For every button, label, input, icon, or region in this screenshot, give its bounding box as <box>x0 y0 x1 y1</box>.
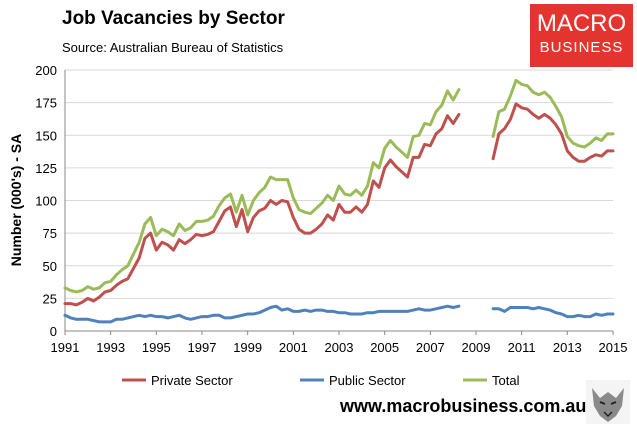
y-tick-label: 175 <box>35 96 57 111</box>
series-line-total-segment-1 <box>63 88 461 294</box>
x-tick-label: 2001 <box>279 340 308 355</box>
y-axis-label: Number (000's) - SA <box>8 134 24 266</box>
legend-item-public-sector: Public Sector <box>300 373 406 388</box>
x-axis-ticks: 1991 1993 1995 1997 1999 2001 2003 2005 2007 2009… <box>51 331 628 355</box>
y-tick-label: 150 <box>35 128 57 143</box>
x-tick-label: 2009 <box>462 340 491 355</box>
legend-label: Private Sector <box>151 373 233 388</box>
x-tick-label: 1999 <box>233 340 262 355</box>
y-tick-label: 0 <box>50 324 57 339</box>
y-tick-label: 125 <box>35 161 57 176</box>
y-tick-label: 75 <box>43 226 57 241</box>
legend-item-total: Total <box>463 373 520 388</box>
wolf-logo-icon <box>586 380 630 424</box>
x-tick-label: 2013 <box>553 340 582 355</box>
x-tick-label: 1993 <box>96 340 125 355</box>
gridlines <box>65 69 613 299</box>
x-tick-label: 2015 <box>599 340 628 355</box>
x-tick-label: 2011 <box>508 340 536 355</box>
chart-title: Job Vacancies by Sector <box>62 8 285 29</box>
y-tick-label: 50 <box>43 259 57 274</box>
series-line-private-sector-segment-1 <box>63 112 461 307</box>
x-tick-label: 2007 <box>416 340 445 355</box>
legend-item-private-sector: Private Sector <box>122 373 233 388</box>
y-tick-label: 25 <box>43 291 57 306</box>
legend: Private Sector Public Sector Total <box>122 373 520 388</box>
legend-label: Public Sector <box>329 373 406 388</box>
series-line-private-sector-segment-2 <box>491 102 615 163</box>
x-tick-label: 1997 <box>188 340 217 355</box>
y-axis-ticks: 0 25 50 75 100 125 150 175 200 <box>35 63 57 339</box>
y-tick-label: 200 <box>35 63 57 78</box>
y-tick-label: 100 <box>35 194 57 209</box>
x-tick-label: 2003 <box>325 340 354 355</box>
series-lines <box>63 78 615 324</box>
macrobusiness-logo[interactable]: MACRO BUSINESS <box>530 4 633 67</box>
x-tick-label: 2005 <box>370 340 399 355</box>
series-line-public-sector-segment-2 <box>491 306 615 319</box>
logo-line-1: MACRO <box>536 10 627 37</box>
legend-label: Total <box>492 373 520 388</box>
x-tick-label: 1991 <box>51 340 80 355</box>
series-line-total-segment-2 <box>491 78 615 149</box>
logo-line-2: BUSINESS <box>539 39 624 56</box>
footer-url[interactable]: www.macrobusiness.com.au <box>340 396 587 416</box>
chart-subtitle: Source: Australian Bureau of Statistics <box>62 40 284 55</box>
x-tick-label: 1995 <box>142 340 171 355</box>
series-line-public-sector-segment-1 <box>63 304 461 324</box>
